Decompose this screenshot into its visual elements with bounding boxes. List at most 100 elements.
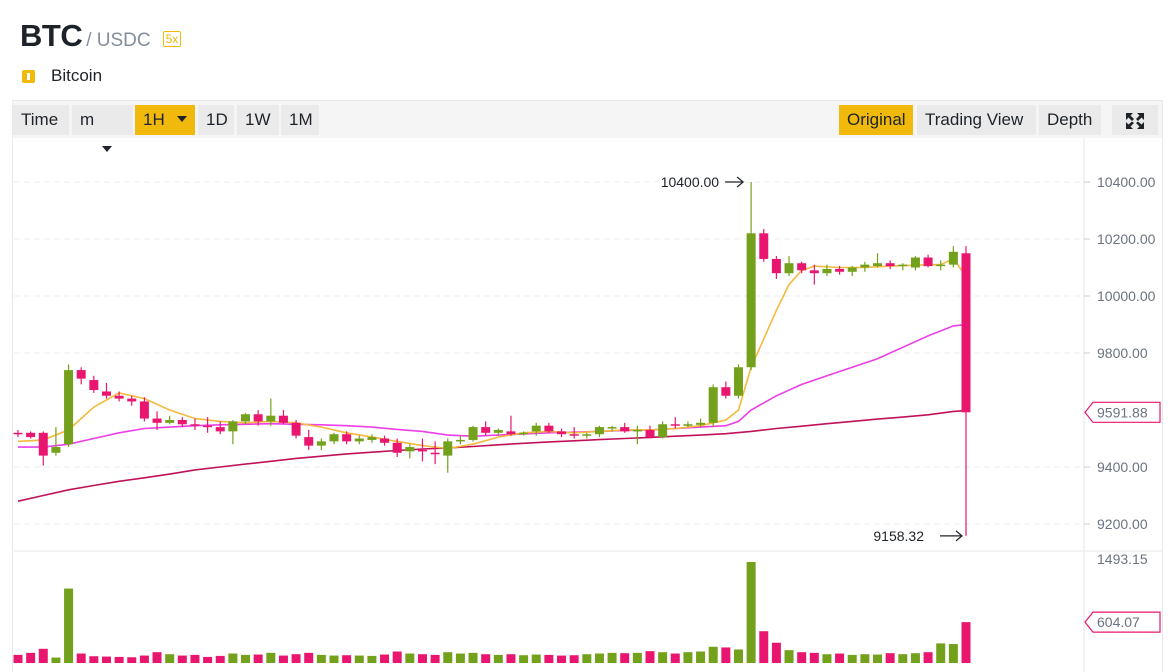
volume-bar bbox=[253, 654, 263, 663]
candle-body bbox=[594, 427, 604, 435]
low-price-label: 9158.32 bbox=[873, 528, 924, 544]
volume-bar bbox=[190, 654, 200, 663]
volume-bar bbox=[417, 654, 427, 663]
volume-bar bbox=[835, 653, 845, 663]
info-icon bbox=[22, 69, 35, 83]
volume-bar bbox=[101, 656, 111, 663]
candle-body bbox=[620, 427, 630, 432]
candle-body bbox=[152, 418, 162, 423]
volume-bar bbox=[89, 656, 99, 663]
price-tick-label: 10400.00 bbox=[1097, 174, 1156, 190]
volume-bar bbox=[455, 653, 465, 663]
volume-bar bbox=[557, 655, 567, 663]
candle-body bbox=[809, 270, 819, 274]
candle-body bbox=[139, 401, 149, 419]
arrow-head-icon bbox=[955, 530, 963, 542]
candle-body bbox=[316, 441, 326, 446]
candle-body bbox=[367, 437, 377, 440]
volume-bar bbox=[809, 652, 819, 663]
volume-bar bbox=[152, 652, 162, 663]
candle-body bbox=[228, 421, 238, 432]
candle-body bbox=[26, 432, 36, 438]
volume-bar bbox=[506, 654, 516, 663]
last-volume-tag bbox=[1084, 611, 1161, 633]
interval-1m[interactable]: 1M bbox=[281, 105, 319, 135]
volume-bar bbox=[721, 647, 731, 663]
volume-bar bbox=[354, 655, 364, 663]
leverage-badge[interactable]: 5x bbox=[162, 31, 182, 47]
candle-body bbox=[380, 438, 390, 443]
volume-bar bbox=[114, 656, 124, 663]
candle-body bbox=[190, 424, 200, 426]
candle-body bbox=[632, 429, 642, 432]
candle-body bbox=[455, 439, 465, 442]
volume-bar bbox=[531, 654, 541, 663]
fullscreen-icon[interactable] bbox=[1112, 105, 1158, 135]
volume-bar bbox=[658, 652, 668, 663]
candle-body bbox=[519, 432, 529, 435]
tab-depth[interactable]: Depth bbox=[1039, 105, 1101, 135]
candle-body bbox=[582, 434, 592, 436]
candle-body bbox=[898, 264, 908, 267]
volume-bar bbox=[493, 654, 503, 663]
hour-select-label: 1H bbox=[143, 110, 165, 129]
candle-body bbox=[936, 264, 946, 267]
candle-body bbox=[304, 437, 314, 446]
volume-bar bbox=[468, 652, 478, 663]
candle-body bbox=[645, 429, 655, 438]
candle-body bbox=[759, 233, 769, 259]
volume-bar bbox=[847, 654, 857, 663]
candle-body bbox=[493, 429, 503, 433]
volume-bar bbox=[910, 653, 920, 663]
candle-body bbox=[481, 427, 491, 433]
volume-bar bbox=[316, 654, 326, 663]
tab-trading-view[interactable]: Trading View bbox=[917, 105, 1036, 135]
volume-bar bbox=[620, 653, 630, 663]
coin-info[interactable]: Bitcoin bbox=[22, 66, 102, 86]
candle-body bbox=[544, 425, 554, 432]
volume-bar bbox=[64, 588, 74, 663]
candle-body bbox=[885, 263, 895, 267]
volume-bar bbox=[430, 654, 440, 663]
candle-body bbox=[873, 263, 883, 267]
tab-original[interactable]: Original bbox=[839, 105, 913, 135]
volume-bar bbox=[708, 646, 718, 663]
candle-body bbox=[278, 415, 288, 423]
volume-bar bbox=[278, 655, 288, 663]
ma-mid-line bbox=[18, 323, 967, 448]
volume-bar bbox=[481, 654, 491, 663]
volume-bar bbox=[683, 652, 693, 663]
candle-body bbox=[948, 251, 958, 265]
volume-bar bbox=[873, 654, 883, 663]
volume-bar bbox=[228, 653, 238, 663]
candle-body bbox=[64, 370, 74, 445]
candle-body bbox=[392, 442, 402, 453]
volume-bar bbox=[771, 642, 781, 663]
high-price-label: 10400.00 bbox=[661, 174, 720, 190]
interval-1w[interactable]: 1W bbox=[237, 105, 279, 135]
volume-bar bbox=[822, 654, 832, 663]
volume-bar bbox=[51, 657, 61, 663]
chevron-down-icon bbox=[176, 116, 187, 122]
candle-body bbox=[784, 263, 794, 274]
time-button[interactable]: Time bbox=[13, 105, 69, 135]
candle-body bbox=[569, 434, 579, 436]
candle-body bbox=[354, 438, 364, 442]
volume-bar bbox=[898, 654, 908, 663]
candle-body bbox=[708, 387, 718, 423]
candle-body bbox=[165, 419, 175, 423]
candle-body bbox=[835, 268, 845, 272]
candle-body bbox=[101, 391, 111, 396]
volume-bar bbox=[38, 648, 48, 663]
candle-body bbox=[658, 424, 668, 438]
hour-select[interactable]: 1H bbox=[135, 105, 195, 135]
minute-select[interactable]: m bbox=[72, 105, 133, 152]
chart-panel bbox=[12, 100, 1163, 672]
volume-bar bbox=[139, 655, 149, 663]
candle-body bbox=[417, 449, 427, 452]
interval-1d[interactable]: 1D bbox=[198, 105, 234, 135]
chart-toolbar: Time m 1H 1D 1W 1M Original Trading View… bbox=[13, 101, 1162, 152]
candle-body bbox=[746, 233, 756, 368]
volume-bar bbox=[519, 655, 529, 663]
